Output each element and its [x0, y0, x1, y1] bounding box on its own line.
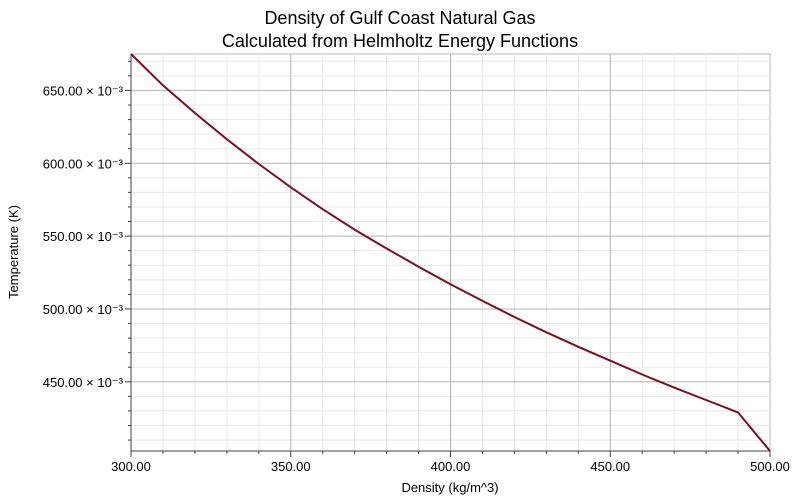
x-tick-label: 300.00	[111, 459, 151, 474]
x-tick-label: 450.00	[590, 459, 630, 474]
x-tick-label: 500.00	[750, 459, 790, 474]
x-tick-label: 400.00	[431, 459, 471, 474]
y-tick-label: 500.00 × 10⁻³	[43, 302, 124, 317]
x-ticks: 300.00 350.00 400.00 450.00 500.00	[111, 451, 790, 474]
y-tick-label: 650.00 × 10⁻³	[43, 83, 124, 98]
y-axis-label: Temperature (K)	[6, 205, 21, 299]
x-axis-label: Density (kg/m^3)	[401, 480, 498, 495]
series-line	[130, 53, 771, 452]
y-tick-label: 450.00 × 10⁻³	[43, 375, 124, 390]
chart-title: Density of Gulf Coast Natural Gas	[264, 8, 535, 28]
chart-subtitle: Calculated from Helmholtz Energy Functio…	[222, 31, 578, 51]
y-tick-label: 600.00 × 10⁻³	[43, 156, 124, 171]
y-tick-label: 550.00 × 10⁻³	[43, 229, 124, 244]
series-group	[130, 53, 771, 452]
major-grid	[131, 54, 770, 451]
x-tick-label: 350.00	[271, 459, 311, 474]
y-ticks: 450.00 × 10⁻³ 500.00 × 10⁻³ 550.00 × 10⁻³ 6…	[43, 60, 131, 441]
